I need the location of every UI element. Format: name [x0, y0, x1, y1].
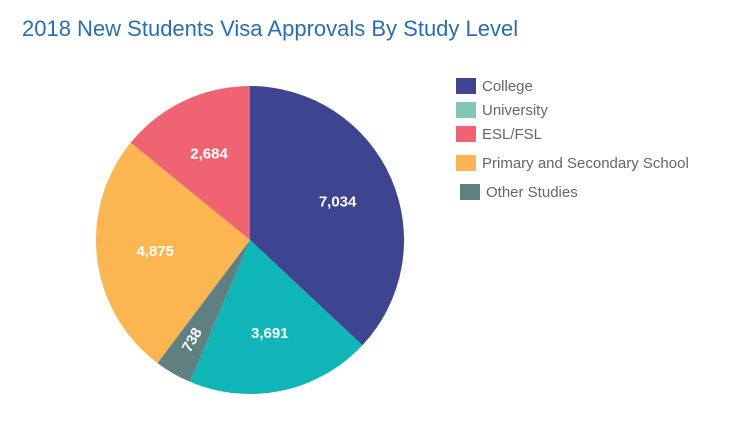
legend-swatch — [456, 126, 476, 142]
legend-label: Other Studies — [486, 183, 578, 201]
legend-swatch — [456, 102, 476, 118]
pie-label-college: 7,034 — [319, 194, 357, 211]
legend-swatch — [456, 155, 476, 171]
pie-label-primary-and-secondary-school: 4,875 — [136, 243, 174, 260]
chart-title: 2018 New Students Visa Approvals By Stud… — [22, 16, 519, 41]
legend-swatch — [460, 184, 480, 200]
legend-label: College — [482, 77, 533, 95]
legend-item-university[interactable]: University — [456, 100, 548, 120]
legend-swatch — [456, 78, 476, 94]
pie-slice-primary-and-secondary-school[interactable] — [96, 142, 250, 364]
legend-item-college[interactable]: College — [456, 76, 533, 96]
legend-label: Primary and Secondary School — [482, 154, 689, 172]
pie-slice-esl-fsl[interactable] — [130, 86, 250, 240]
legend-label: University — [482, 101, 548, 119]
pie-slice-college[interactable] — [250, 86, 405, 346]
pie-slice-other-studies[interactable] — [157, 240, 250, 382]
legend-item-primary-and-secondary-school[interactable]: Primary and Secondary School — [456, 153, 689, 173]
pie-label-university: 3,691 — [251, 325, 289, 342]
legend-item-esl-fsl[interactable]: ESL/FSL — [456, 124, 542, 144]
legend-label: ESL/FSL — [482, 125, 543, 143]
pie-slice-university[interactable] — [189, 240, 363, 394]
legend-item-other-studies[interactable]: Other Studies — [460, 182, 578, 202]
pie-label-esl-fsl: 2,684 — [190, 145, 228, 162]
